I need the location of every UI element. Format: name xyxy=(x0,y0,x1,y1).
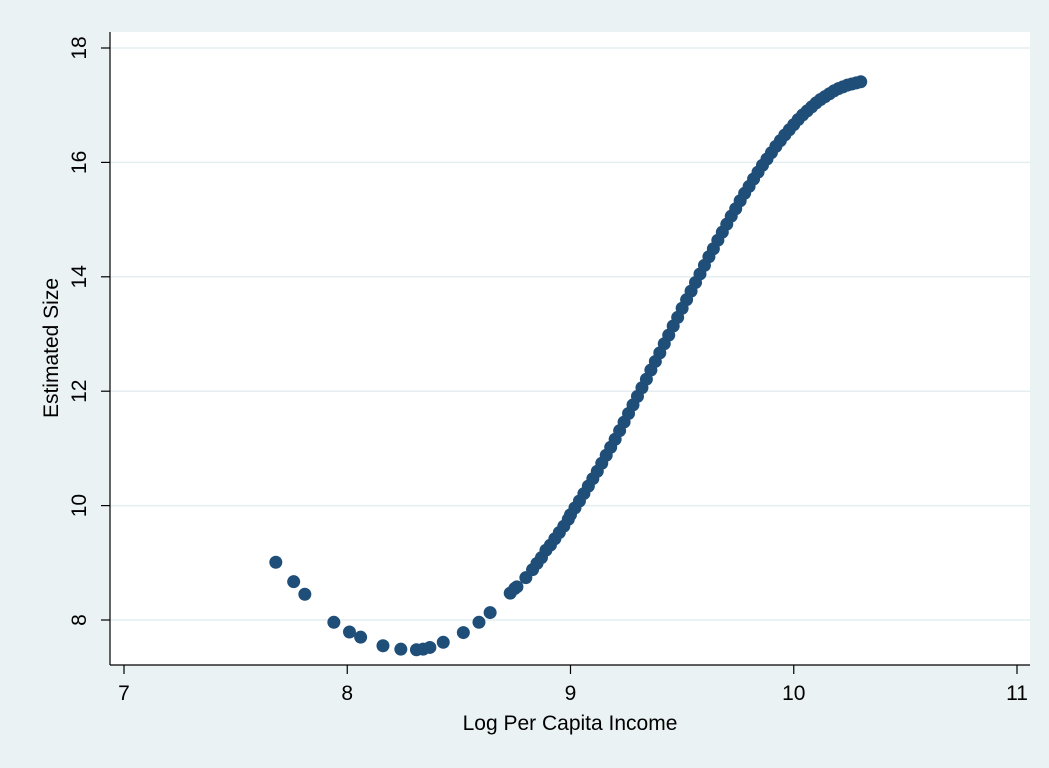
data-point xyxy=(436,635,450,649)
axes: 8 10 12 14 16 18 7 8 9 10 11 xyxy=(68,32,1030,705)
y-tick-label: 8 xyxy=(68,614,91,626)
data-points xyxy=(269,75,868,657)
data-point xyxy=(456,626,470,640)
y-tick-label: 18 xyxy=(68,36,91,59)
plot-area xyxy=(110,32,1030,665)
data-point xyxy=(472,615,486,629)
x-tick-label: 9 xyxy=(565,682,577,705)
data-point xyxy=(423,640,437,654)
data-point xyxy=(342,625,356,639)
x-tick-label: 8 xyxy=(341,682,353,705)
y-tick-label: 16 xyxy=(68,151,91,174)
data-point xyxy=(376,639,390,653)
data-point xyxy=(287,575,301,589)
y-tick-label: 14 xyxy=(68,265,91,289)
data-point xyxy=(327,615,341,629)
x-tick-label: 7 xyxy=(118,682,130,705)
x-tick-label: 11 xyxy=(1006,682,1028,705)
data-point xyxy=(269,555,283,569)
data-point xyxy=(298,587,312,601)
x-axis-title: Log Per Capita Income xyxy=(463,712,678,735)
data-point xyxy=(394,642,408,656)
data-point xyxy=(854,75,868,89)
data-point xyxy=(354,630,368,644)
gridlines xyxy=(110,47,1030,621)
y-tick-label: 12 xyxy=(68,380,91,403)
data-point xyxy=(510,580,524,594)
y-axis-title: Estimated Size xyxy=(40,278,63,418)
y-tick-label: 10 xyxy=(68,494,91,517)
data-point xyxy=(483,606,497,620)
x-tick-label: 10 xyxy=(782,682,805,705)
